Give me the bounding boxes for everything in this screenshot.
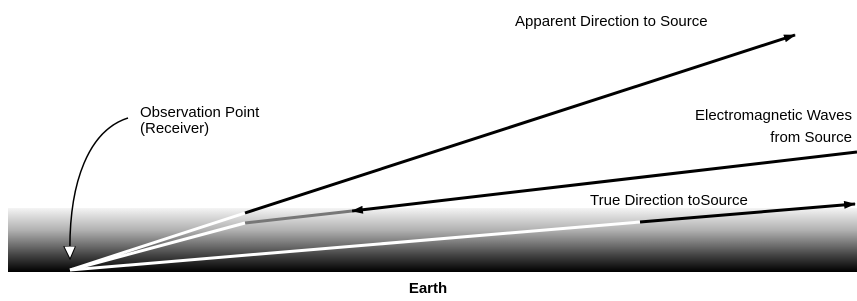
waves-label: Electromagnetic Waves [695, 107, 852, 124]
waves-label: from Source [770, 129, 852, 146]
observation-label: Observation Point [140, 104, 260, 121]
true-direction-label: True Direction toSource [590, 192, 748, 209]
earth-label: Earth [409, 280, 447, 297]
observation-label: (Receiver) [140, 120, 209, 137]
diagram: Apparent Direction to Source Electromagn… [0, 0, 857, 301]
apparent-ray [245, 35, 795, 213]
apparent-label: Apparent Direction to Source [515, 13, 708, 30]
